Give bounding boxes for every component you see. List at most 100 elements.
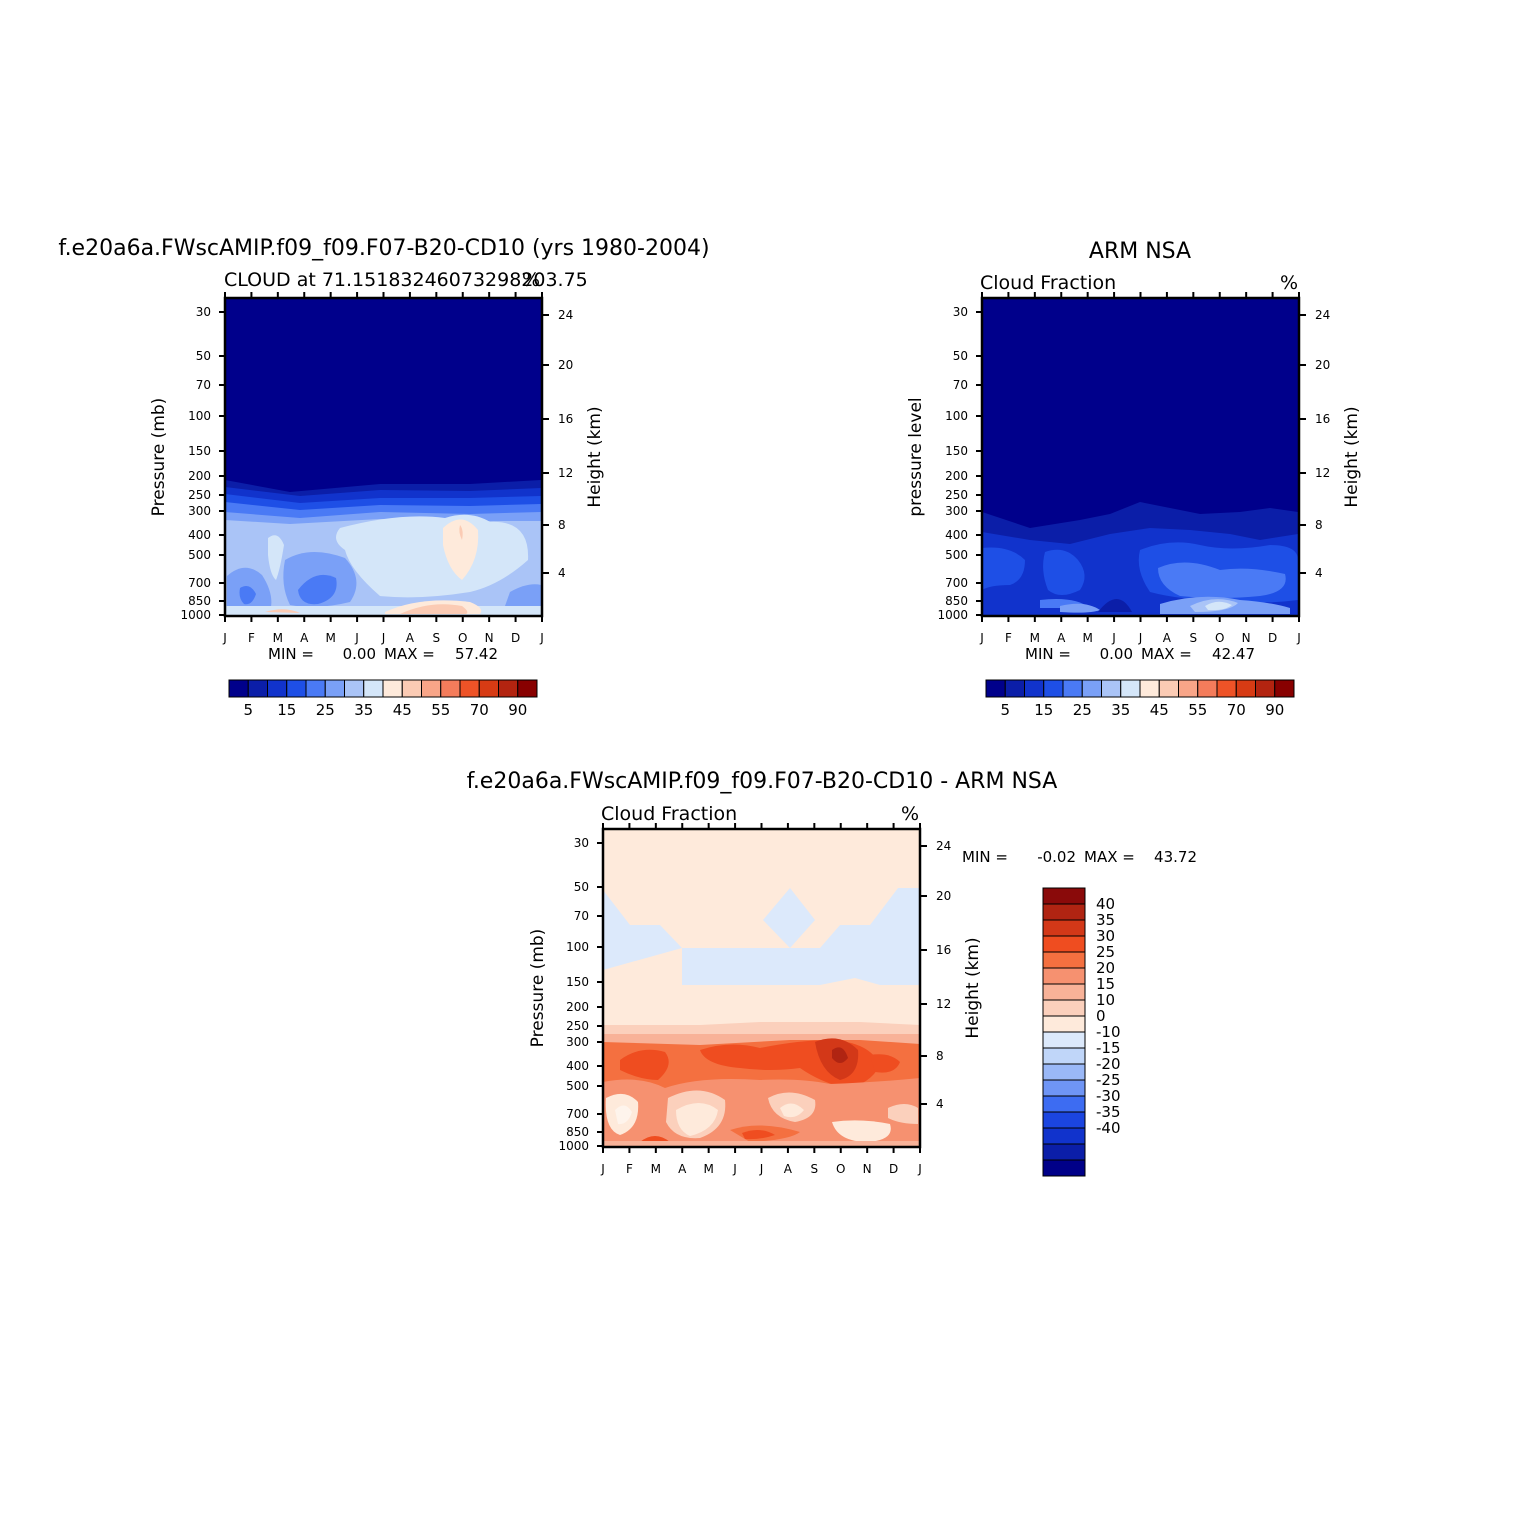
colorbar-label: 90: [1265, 701, 1284, 719]
panel-diff-xtick-label: S: [811, 1162, 819, 1176]
panel-model-ytick-label: 100: [188, 409, 211, 423]
panel-obs-min-label: MIN =: [1025, 645, 1071, 663]
panel-diff-ytick-label: 30: [574, 836, 589, 850]
panel-obs-ytick-label: 500: [945, 548, 968, 562]
panel-model-min: 0.00: [343, 645, 376, 663]
panel-model-xtick-label: N: [485, 631, 494, 645]
panel-obs-xtick-label: N: [1242, 631, 1251, 645]
panel-obs-ytick-label: 70: [953, 378, 968, 392]
colorbar-label: 15: [1034, 701, 1053, 719]
colorbar-swatch: [324, 679, 345, 698]
panel-obs-subtitle: Cloud Fraction: [980, 272, 1116, 294]
panel-obs-ytick-label: 200: [945, 469, 968, 483]
panel-diff: f.e20a6a.FWscAMIP.f09_f09.F07-B20-CD10 -…: [467, 769, 1197, 1177]
panel-diff-ylabel: Pressure (mb): [528, 929, 548, 1048]
colorbar-swatch: [305, 679, 326, 698]
colorbar-label: 55: [1188, 701, 1207, 719]
colorbar-label: 90: [508, 701, 527, 719]
panel-diff-max: 43.72: [1154, 848, 1197, 866]
panel-model-ytick-label: 250: [188, 488, 211, 502]
colorbar-swatch: [1042, 1111, 1086, 1129]
colorbar-label: 35: [354, 701, 373, 719]
colorbar-swatch: [1004, 679, 1025, 698]
panel-diff-y2tick-label: 4: [936, 1097, 944, 1111]
panel-diff-y2label: Height (km): [963, 937, 983, 1038]
colorbar-swatch: [247, 679, 268, 698]
panel-diff-ytick-label: 400: [566, 1059, 589, 1073]
panel-diff-max-label: MAX =: [1084, 848, 1135, 866]
colorbar-label: -30: [1096, 1087, 1121, 1105]
colorbar-swatch: [286, 679, 307, 698]
colorbar-label: 40: [1096, 895, 1115, 913]
colorbar-swatch: [1042, 935, 1086, 953]
panel-obs-y2tick-label: 16: [1315, 412, 1330, 426]
panel-obs-ytick-label: 30: [953, 305, 968, 319]
panel-diff-xtick-label: D: [889, 1162, 898, 1176]
panel-obs-ytick-label: 300: [945, 504, 968, 518]
colorbar-label: 0: [1096, 1007, 1106, 1025]
colorbar-swatch: [1042, 1047, 1086, 1065]
panel-diff-ytick-label: 1000: [558, 1139, 589, 1153]
panel-diff-subtitle: Cloud Fraction: [601, 803, 737, 825]
panel-obs-y2tick-label: 12: [1315, 466, 1330, 480]
panel-model-xtick-label: A: [300, 631, 309, 645]
colorbar-label: -10: [1096, 1023, 1121, 1041]
panel-obs-xtick-label: F: [1005, 631, 1012, 645]
panel-obs-y2tick-label: 24: [1315, 308, 1330, 322]
colorbar-label: 25: [316, 701, 335, 719]
colorbar-label: -35: [1096, 1103, 1121, 1121]
panel-diff-y2tick-label: 24: [936, 839, 951, 853]
colorbar-swatch: [1042, 1079, 1086, 1097]
colorbar-swatch: [1042, 1127, 1086, 1145]
colorbar-swatch: [1042, 887, 1086, 905]
panel-diff-min: -0.02: [1037, 848, 1076, 866]
panel-model: f.e20a6a.FWscAMIP.f09_f09.F07-B20-CD10 (…: [58, 236, 709, 719]
colorbar-label: 35: [1111, 701, 1130, 719]
panel-diff-ytick-label: 250: [566, 1019, 589, 1033]
panel-obs-xtick-label: A: [1057, 631, 1066, 645]
panel-diff-xtick-label: J: [759, 1162, 764, 1176]
colorbar-swatch: [985, 679, 1006, 698]
panel-diff-ytick-label: 700: [566, 1107, 589, 1121]
panel-model-units: %: [522, 269, 540, 291]
panel-model-field: [225, 298, 542, 616]
panel-obs-ytick-label: 250: [945, 488, 968, 502]
panel-model-xtick-label: M: [325, 631, 335, 645]
colorbar-swatch: [1101, 679, 1122, 698]
colorbar-swatch: [1042, 1095, 1086, 1113]
panel-model-xtick-label: A: [406, 631, 415, 645]
colorbar-swatch: [401, 679, 422, 698]
colorbar-swatch: [517, 679, 538, 698]
panel-model-colorbar: 5 15 25 35 45 55 70 90: [228, 679, 538, 719]
panel-model-xtick-label: J: [539, 631, 544, 645]
colorbar-swatch: [344, 679, 365, 698]
panel-model-ytick-label: 30: [196, 305, 211, 319]
colorbar-label: -25: [1096, 1071, 1121, 1089]
panel-model-ytick-label: 300: [188, 504, 211, 518]
colorbar-label: -20: [1096, 1055, 1121, 1073]
colorbar-label: 45: [393, 701, 412, 719]
colorbar-label: 25: [1096, 943, 1115, 961]
colorbar-swatch: [1024, 679, 1045, 698]
panel-diff-ytick-label: 150: [566, 975, 589, 989]
panel-model-ytick-label: 150: [188, 444, 211, 458]
colorbar-swatch: [1042, 903, 1086, 921]
panel-obs-max-label: MAX =: [1141, 645, 1192, 663]
panel-diff-y2tick-label: 8: [936, 1049, 944, 1063]
colorbar-label: -40: [1096, 1119, 1121, 1137]
colorbar-label: -15: [1096, 1039, 1121, 1057]
panel-model-ytick-label: 50: [196, 349, 211, 363]
panel-obs-max: 42.47: [1212, 645, 1255, 663]
panel-obs-xtick-label: J: [1296, 631, 1301, 645]
panel-obs-title: ARM NSA: [1089, 239, 1191, 264]
panel-model-min-label: MIN =: [268, 645, 314, 663]
colorbar-swatch: [1042, 1143, 1086, 1161]
panel-model-ytick-label: 400: [188, 528, 211, 542]
panel-model-y2tick-label: 20: [558, 358, 573, 372]
panel-model-title: f.e20a6a.FWscAMIP.f09_f09.F07-B20-CD10 (…: [58, 236, 709, 261]
colorbar-label: 45: [1150, 701, 1169, 719]
panel-diff-xtick-label: M: [651, 1162, 661, 1176]
